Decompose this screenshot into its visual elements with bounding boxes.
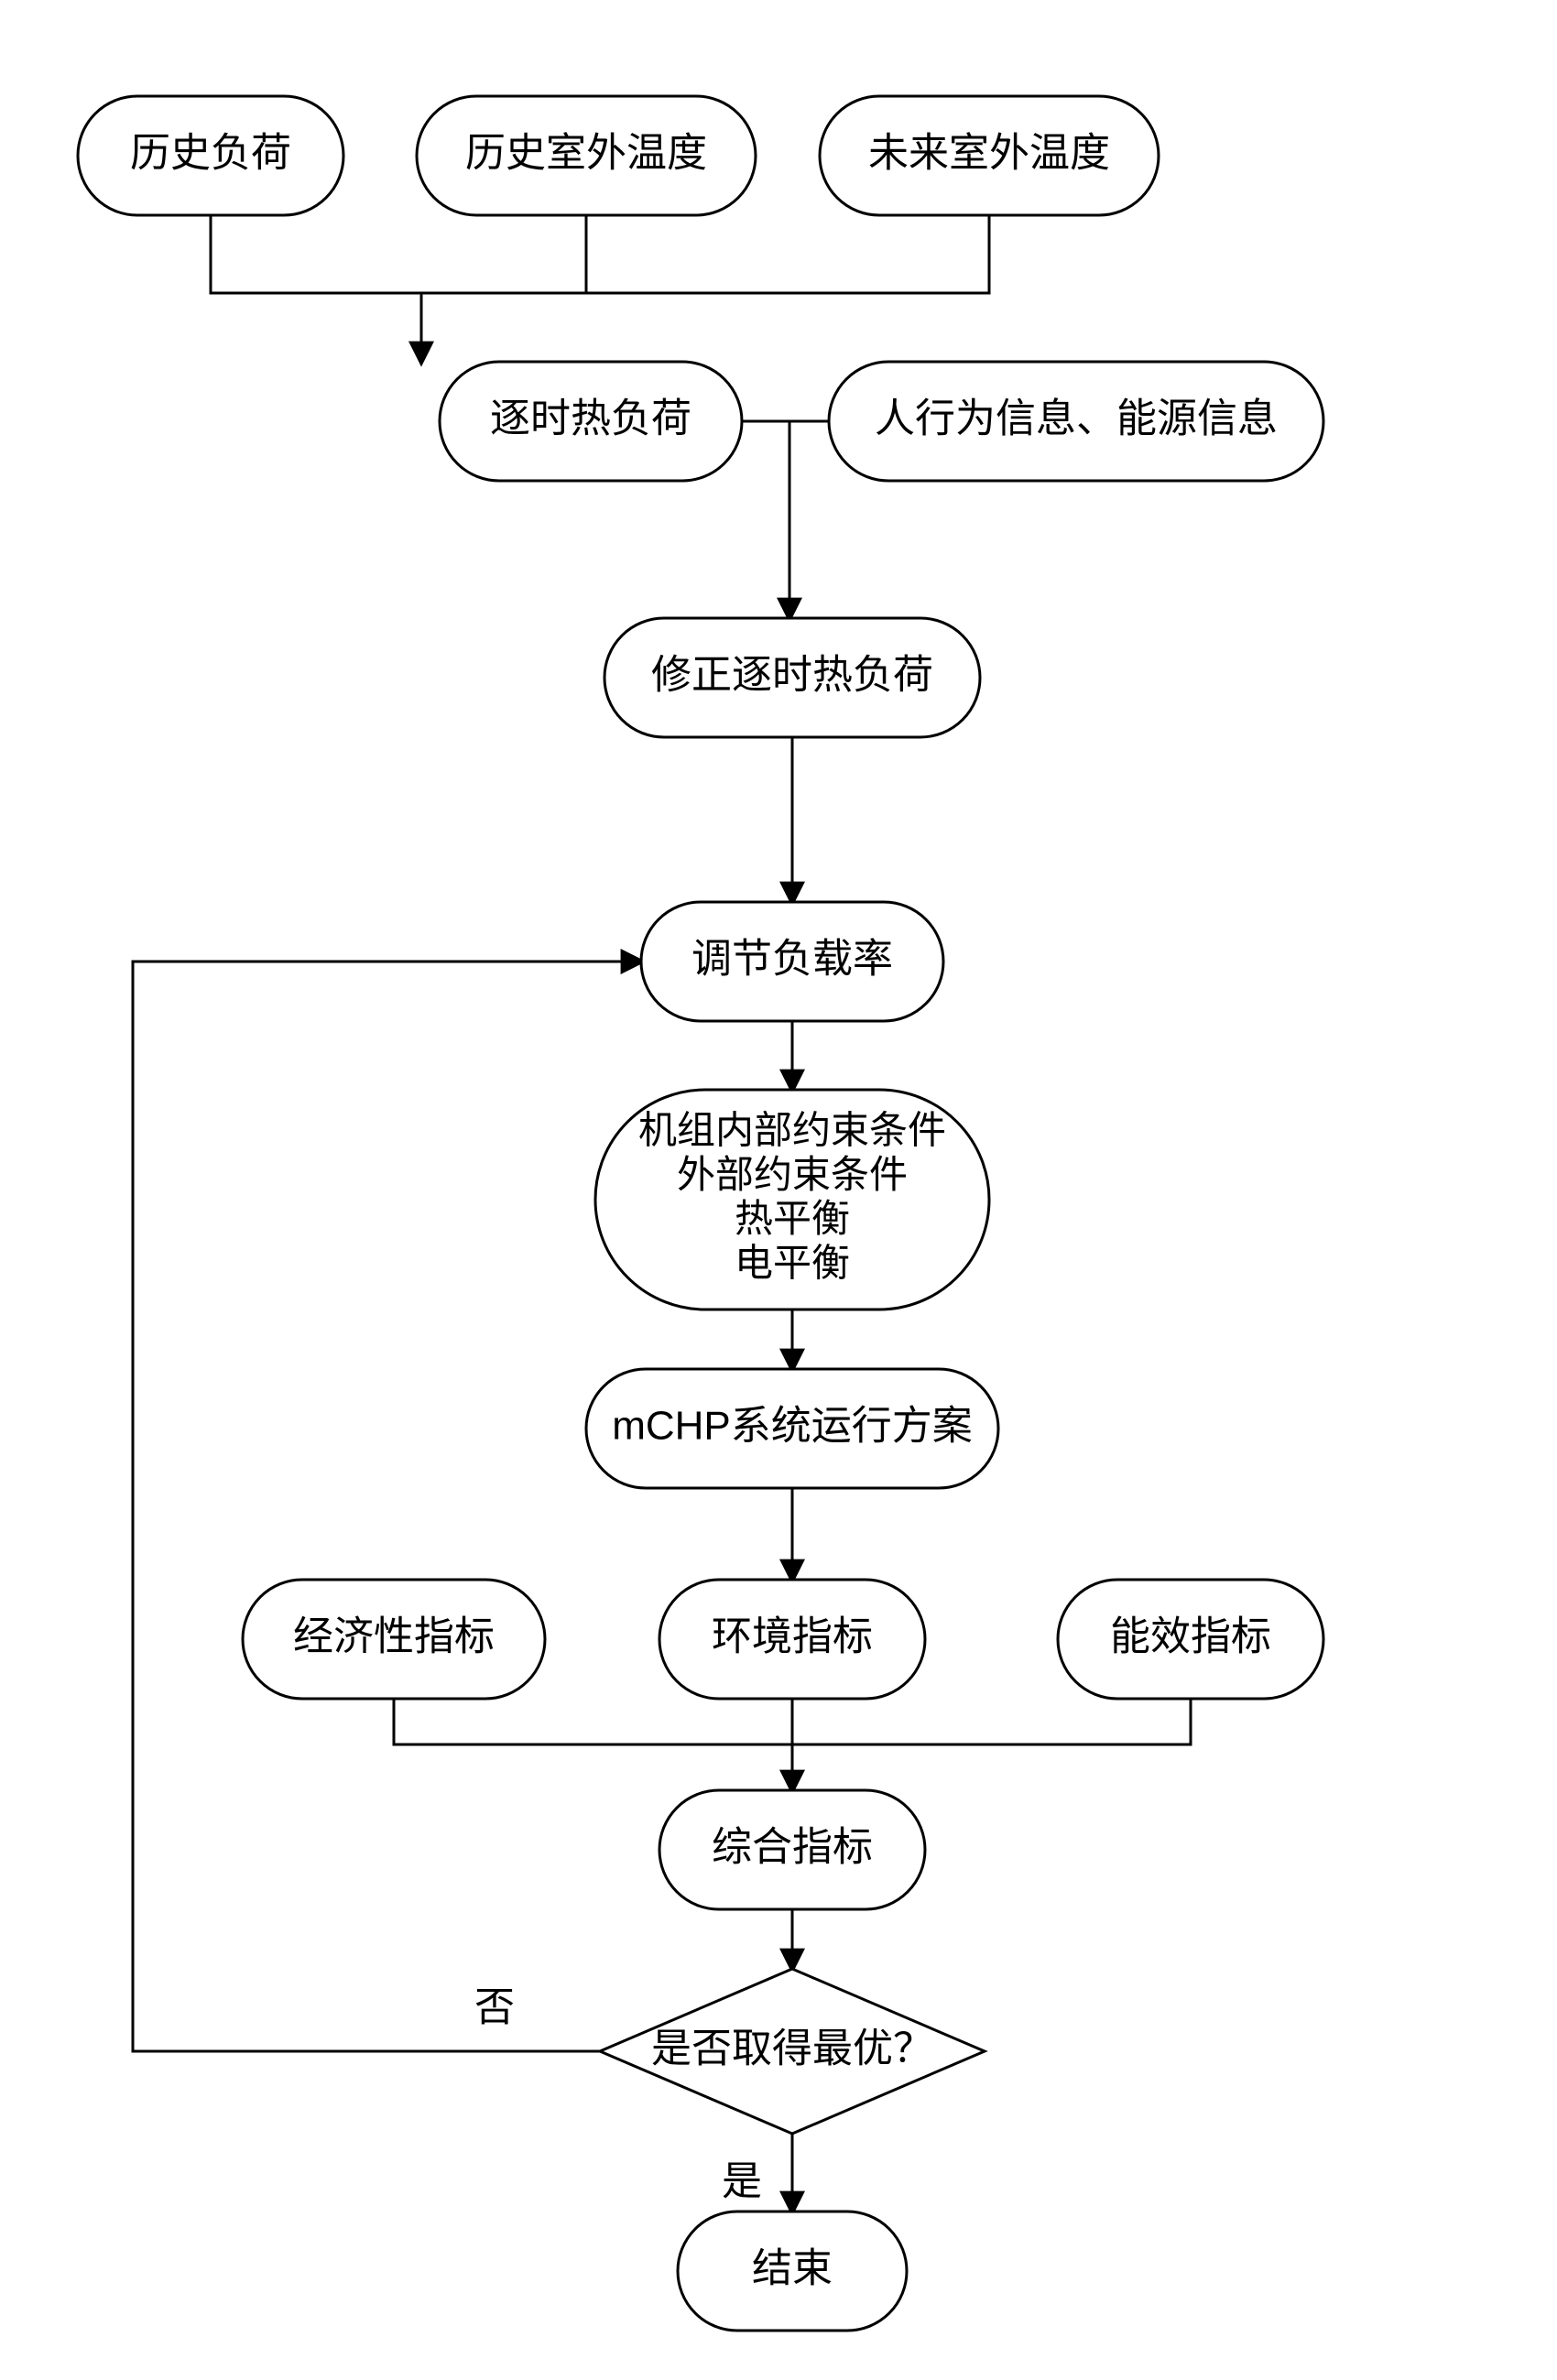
node-label: 外部约束条件	[677, 1153, 908, 1196]
node-label: 人行为信息、能源信息	[875, 397, 1278, 441]
node-n5: 人行为信息、能源信息	[829, 362, 1323, 481]
node-label: 经济性指标	[293, 1614, 495, 1659]
node-label: 能效指标	[1110, 1614, 1271, 1659]
node-n13: 综合指标	[659, 1790, 925, 1909]
edge-label: 否	[474, 1985, 515, 2030]
node-n12: 能效指标	[1058, 1580, 1323, 1699]
node-n6: 修正逐时热负荷	[604, 618, 980, 737]
node-label: 环境指标	[712, 1614, 873, 1659]
node-n10: 经济性指标	[243, 1580, 545, 1699]
node-n2: 历史室外温度	[417, 96, 756, 215]
node-label: 综合指标	[712, 1825, 873, 1870]
node-label: 未来室外温度	[868, 131, 1110, 176]
node-n1: 历史负荷	[78, 96, 343, 215]
node-label: 机组内部约束条件	[638, 1109, 946, 1152]
node-n7: 调节负载率	[641, 902, 943, 1021]
edge-e15	[133, 962, 641, 2051]
node-label: mCHP系统运行方案	[612, 1404, 973, 1449]
edge-e1	[211, 215, 421, 293]
flowchart-canvas: 历史负荷 历史室外温度 未来室外温度逐时热负荷 人行为信息、能源信息修正逐时热负荷调节…	[0, 0, 1557, 2380]
node-label: 热平衡	[735, 1197, 850, 1240]
node-n14: 是否取得最优？	[600, 1969, 985, 2134]
node-label: 是否取得最优？	[651, 2027, 933, 2071]
node-label: 修正逐时热负荷	[651, 653, 933, 698]
node-n4: 逐时热负荷	[440, 362, 742, 481]
node-n8: 机组内部约束条件外部约束条件热平衡电平衡	[595, 1090, 989, 1310]
node-label: 调节负载率	[691, 937, 893, 982]
node-n3: 未来室外温度	[820, 96, 1159, 215]
edge-label: 是	[722, 2159, 762, 2204]
node-label: 逐时热负荷	[490, 397, 691, 441]
node-label: 结束	[752, 2246, 833, 2291]
node-label: 历史负荷	[130, 131, 291, 176]
node-label: 电平衡	[735, 1242, 850, 1285]
nodes-layer: 历史负荷 历史室外温度 未来室外温度逐时热负荷 人行为信息、能源信息修正逐时热负荷调节…	[78, 96, 1323, 2331]
node-label: 历史室外温度	[465, 131, 707, 176]
node-n15: 结束	[678, 2212, 907, 2331]
edge-e3	[421, 215, 989, 293]
node-n9: mCHP系统运行方案	[586, 1369, 998, 1488]
node-n11: 环境指标	[659, 1580, 925, 1699]
